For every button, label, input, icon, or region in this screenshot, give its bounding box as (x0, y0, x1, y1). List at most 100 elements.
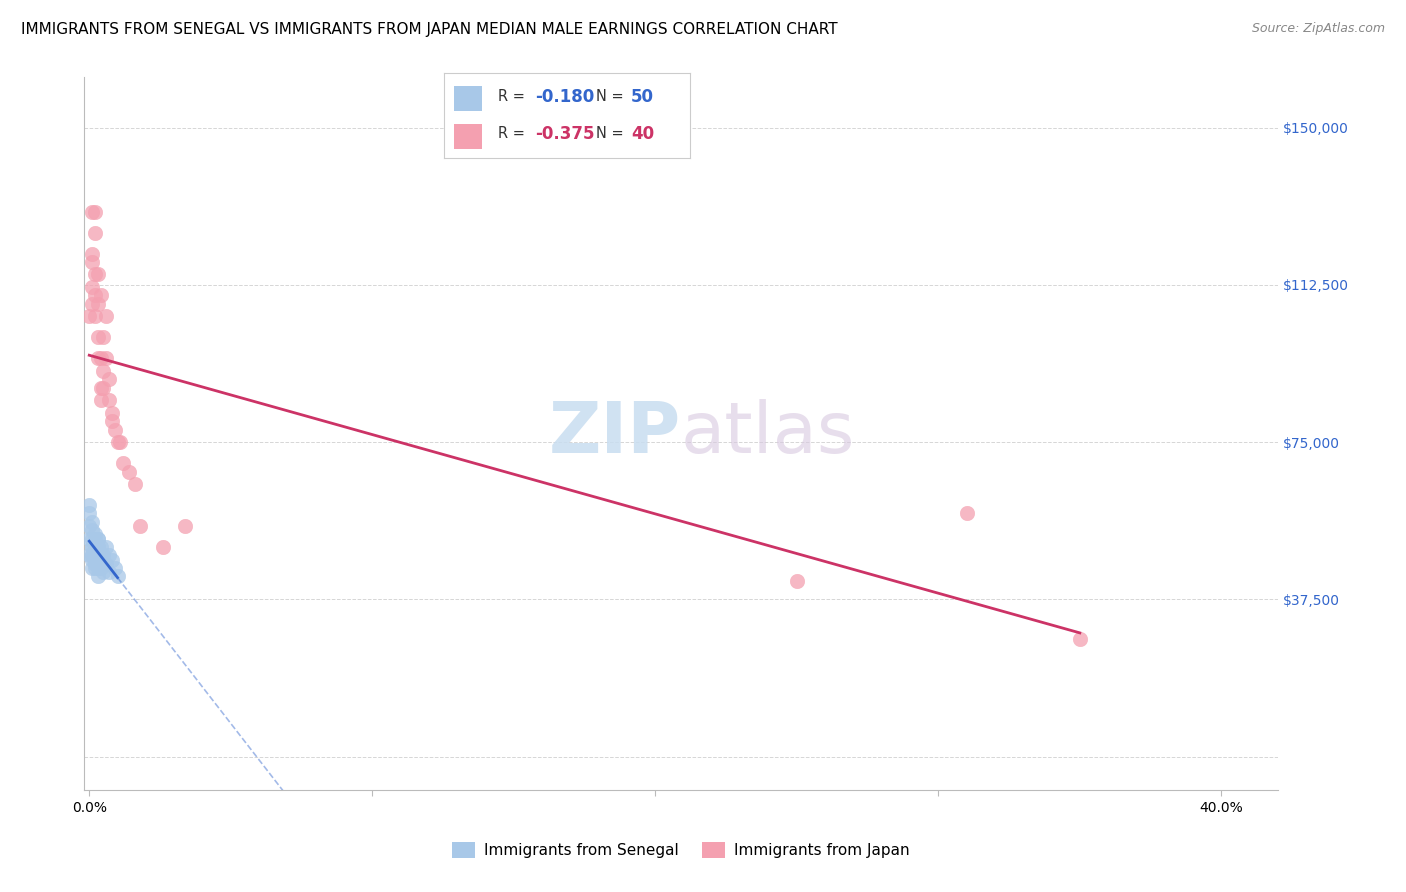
Point (80, 523, 103, 537)
Point (83, 268, 105, 282)
Point (96, 351, 118, 366)
Point (101, 414, 124, 428)
Point (96, 540, 118, 554)
Point (87, 351, 110, 366)
Point (83, 549, 105, 563)
Point (101, 406, 124, 420)
Point (83, 540, 105, 554)
Point (83, 204, 105, 219)
Point (90, 288, 112, 302)
Point (80, 255, 103, 269)
Text: IMMIGRANTS FROM SENEGAL VS IMMIGRANTS FROM JAPAN MEDIAN MALE EARNINGS CORRELATIO: IMMIGRANTS FROM SENEGAL VS IMMIGRANTS FR… (21, 22, 838, 37)
Text: -0.375: -0.375 (534, 125, 595, 143)
Text: N =: N = (596, 89, 628, 104)
Point (87, 561, 110, 575)
Point (786, 574, 808, 588)
Point (80, 561, 103, 575)
Point (90, 561, 112, 575)
Point (152, 540, 174, 554)
Point (96, 557, 118, 571)
Text: N =: N = (596, 127, 628, 142)
Point (80, 549, 103, 563)
Point (80, 246, 103, 260)
Point (112, 456, 135, 470)
Point (83, 557, 105, 571)
Point (80, 515, 103, 529)
Point (93, 330, 115, 344)
Text: Source: ZipAtlas.com: Source: ZipAtlas.com (1251, 22, 1385, 36)
Point (93, 565, 115, 579)
Point (77, 310, 100, 324)
Point (104, 561, 127, 575)
Point (83, 310, 105, 324)
Point (90, 557, 112, 571)
Point (83, 532, 105, 546)
Point (87, 532, 110, 546)
Point (80, 280, 103, 294)
Point (83, 552, 105, 566)
Point (87, 532, 110, 546)
Point (83, 527, 105, 541)
Point (90, 549, 112, 563)
Point (77, 498, 100, 512)
Text: atlas: atlas (681, 400, 855, 468)
Point (107, 435, 129, 450)
Text: 50: 50 (631, 87, 654, 106)
Point (956, 507, 979, 521)
Point (87, 297, 110, 311)
Text: 40: 40 (631, 125, 654, 143)
Point (80, 532, 103, 546)
Point (101, 552, 124, 566)
Point (77, 549, 100, 563)
FancyBboxPatch shape (454, 124, 482, 149)
Point (80, 552, 103, 566)
Point (87, 552, 110, 566)
Point (80, 540, 103, 554)
Point (87, 549, 110, 563)
Point (77, 507, 100, 521)
Point (87, 540, 110, 554)
Point (93, 549, 115, 563)
Point (129, 519, 152, 533)
Point (80, 204, 103, 219)
Point (90, 540, 112, 554)
Point (93, 381, 115, 395)
Point (174, 519, 197, 533)
Point (98, 549, 121, 563)
Point (98, 372, 121, 386)
Point (83, 549, 105, 563)
Point (83, 226, 105, 240)
Point (90, 351, 112, 366)
Point (87, 540, 110, 554)
Point (77, 532, 100, 546)
Text: R =: R = (498, 127, 530, 142)
Point (93, 557, 115, 571)
Point (87, 569, 110, 583)
Point (93, 364, 115, 378)
Point (98, 565, 121, 579)
Point (90, 552, 112, 566)
Point (98, 393, 121, 408)
Point (83, 288, 105, 302)
Text: -0.180: -0.180 (534, 87, 595, 106)
Point (80, 540, 103, 554)
FancyBboxPatch shape (454, 86, 482, 112)
Point (118, 465, 141, 479)
Legend: Immigrants from Senegal, Immigrants from Japan: Immigrants from Senegal, Immigrants from… (446, 837, 915, 864)
Point (104, 423, 127, 437)
Point (87, 557, 110, 571)
Point (83, 561, 105, 575)
Point (77, 519, 100, 533)
Point (80, 297, 103, 311)
Text: R =: R = (498, 89, 530, 104)
Point (110, 435, 132, 450)
Point (107, 569, 129, 583)
Point (83, 540, 105, 554)
Point (90, 381, 112, 395)
Point (96, 310, 118, 324)
Text: ZIP: ZIP (548, 400, 681, 468)
Point (90, 393, 112, 408)
Point (87, 540, 110, 554)
Point (80, 549, 103, 563)
Point (87, 268, 110, 282)
